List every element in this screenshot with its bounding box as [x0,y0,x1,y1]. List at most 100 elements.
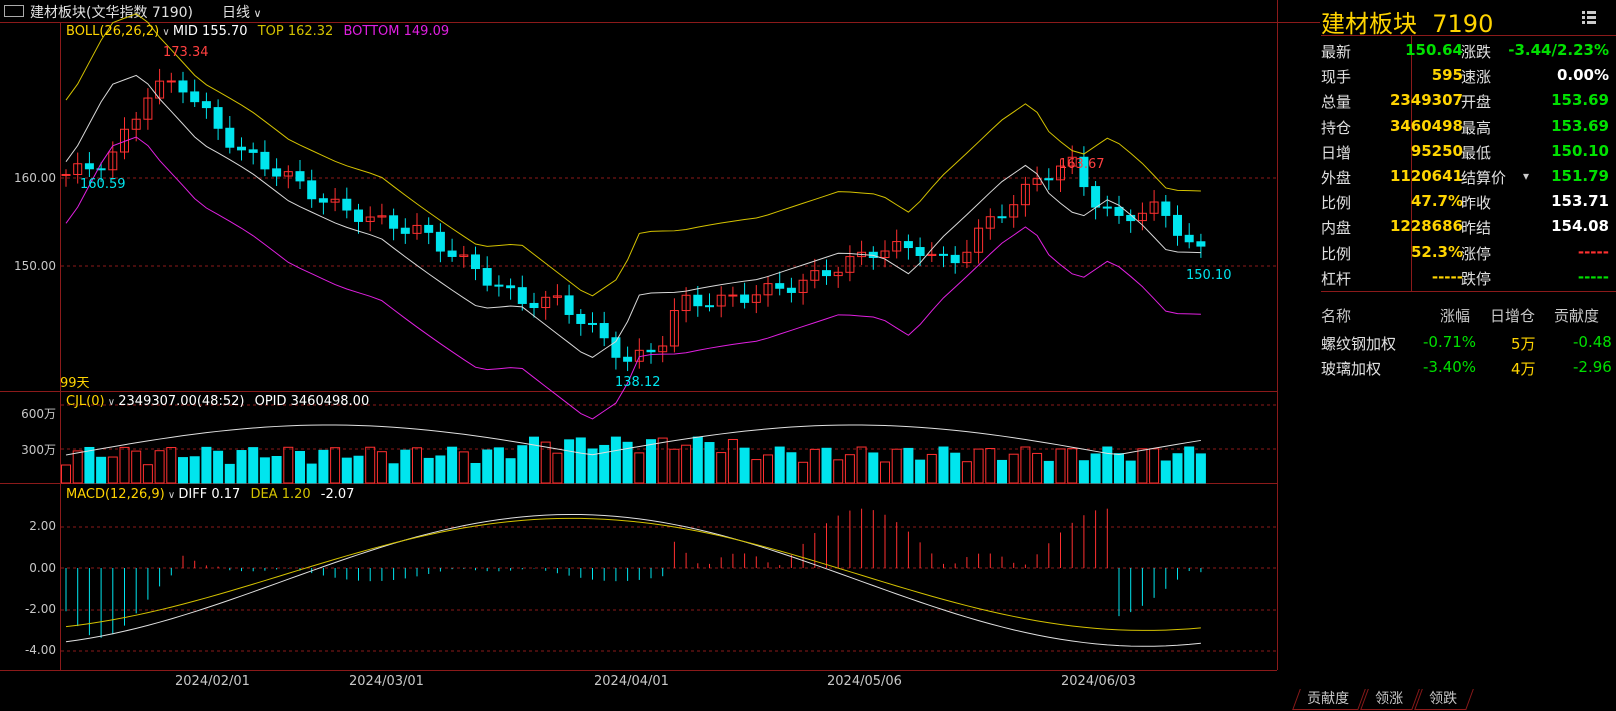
candle-body [237,146,246,151]
quote-value: ----- [1577,267,1609,286]
contrib-row[interactable]: 玻璃加权 -3.40% 4万 -2.96 [1321,355,1613,381]
volume-bar [751,459,762,484]
candle-body [576,313,586,324]
candle-body [377,215,387,218]
volume-bar [365,446,376,484]
candle-body [927,253,937,256]
candle-body [506,285,516,289]
volume-bar [259,457,270,484]
candle-body [1102,206,1112,209]
volume-bar [1114,453,1124,484]
quote-label: 持仓 [1321,118,1352,137]
quote-value: 3460498 [1389,116,1463,135]
volume-bar [961,461,972,484]
candle-body [295,171,305,182]
volume-bar [681,444,692,484]
volume-bar [107,456,118,484]
volume-bar [1184,446,1195,484]
candle-body [190,91,200,103]
quote-value: 153.69 [1551,116,1609,135]
macd-indicator-legend[interactable]: MACD(12,26,9) ∨ DIFF 0.17 DEA 1.20 -2.07 [66,487,354,502]
candle-body [1184,234,1194,243]
volume-bar [1195,453,1206,484]
caret-down-icon[interactable]: ▾ [1523,169,1530,183]
candle-body [225,127,235,148]
volume-bar [412,447,422,484]
volume-bar [224,463,235,484]
kline-chart[interactable] [0,0,1280,690]
candle-body [435,231,445,252]
chevron-down-icon: ∨ [250,7,262,20]
candle-body [1056,165,1065,181]
candle-body [564,295,574,315]
macd-tick-2: 2.00 [29,519,56,533]
candle-body [1079,156,1089,188]
candle-body [1196,241,1206,247]
volume-bar [610,436,621,484]
candle-body [1067,156,1077,167]
candle-body [1114,206,1124,216]
quote-value: 1228686 [1389,217,1463,236]
contrib-header-contrib: 贡献度 [1554,307,1600,325]
quote-row: 总量 2349307 开盘 153.69 [1321,87,1613,113]
contrib-header-change: 涨幅 [1440,307,1471,325]
candle-body [424,224,434,233]
candle-body [120,128,129,153]
price-tick-150: 150.00 [14,259,56,273]
candle-body [669,310,679,347]
volume-bar [72,450,83,484]
low-annotation-left: 160.59 [80,177,126,192]
macd-tick-neg4: -4.00 [24,643,56,657]
volume-bar [271,455,282,484]
volume-bar [692,436,703,484]
candle-body [681,294,691,312]
date-label: 2024/03/01 [349,674,424,689]
quote-title-divider [1321,35,1616,36]
quote-row: 比例 52.3% 涨停 ----- [1321,239,1613,265]
candle-body [73,163,83,175]
quote-label: 结算价 [1461,169,1507,187]
tab-top-losers[interactable]: 领跌 [1414,689,1474,710]
quote-label: 昨收 [1461,194,1492,213]
volume-bar [739,447,750,484]
contrib-row[interactable]: 螺纹钢加权 -0.71% 5万 -0.48 [1321,330,1613,356]
period-selector[interactable]: 日线 ∨ [222,2,262,22]
volume-bar [1149,448,1160,484]
menu-icon[interactable] [1582,10,1596,24]
candle-body [1020,183,1030,206]
candle-body [131,118,141,130]
tab-top-gainers[interactable]: 领涨 [1360,689,1420,710]
tab-contribution[interactable]: 贡献度 [1292,689,1366,710]
quote-row: 外盘 1120641 结算价 151.79 ▾ [1321,163,1613,189]
candle-body [658,345,668,353]
candle-body [143,97,153,120]
volume-bar [201,446,212,484]
chevron-down-icon: ∨ [159,27,173,38]
volume-bar [821,447,832,484]
boll-mid: MID 155.70 [172,24,248,39]
candle-body [740,294,750,303]
volume-bar [844,454,855,484]
volume-bar [634,452,645,484]
volume-bar [1055,448,1066,484]
quote-bottom-divider [1321,291,1616,292]
volume-bar [564,439,575,484]
quote-label: 开盘 [1461,93,1492,112]
candle-body [1126,214,1136,222]
volume-bar [915,459,926,484]
volume-indicator-legend[interactable]: CJL(0) ∨ 2349307.00(48:52) OPID 3460498.… [66,394,369,409]
window-icon[interactable] [4,5,24,17]
instrument-title: 建材板块(文华指数 7190) [30,5,194,21]
boll-indicator-legend[interactable]: BOLL(26,26,2) ∨ MID 155.70 TOP 162.32 BO… [66,24,449,39]
volume-bar [716,452,727,484]
candle-body [389,215,399,229]
candle-body [775,283,785,289]
candle-body [84,163,94,170]
volume-bar [96,456,107,484]
quote-label: 跌停 [1461,269,1492,288]
volume-bar [856,446,867,484]
quote-value: 52.3% [1410,242,1463,261]
candle-body [903,241,913,249]
candle-body [108,151,118,171]
volume-bar [529,436,539,484]
